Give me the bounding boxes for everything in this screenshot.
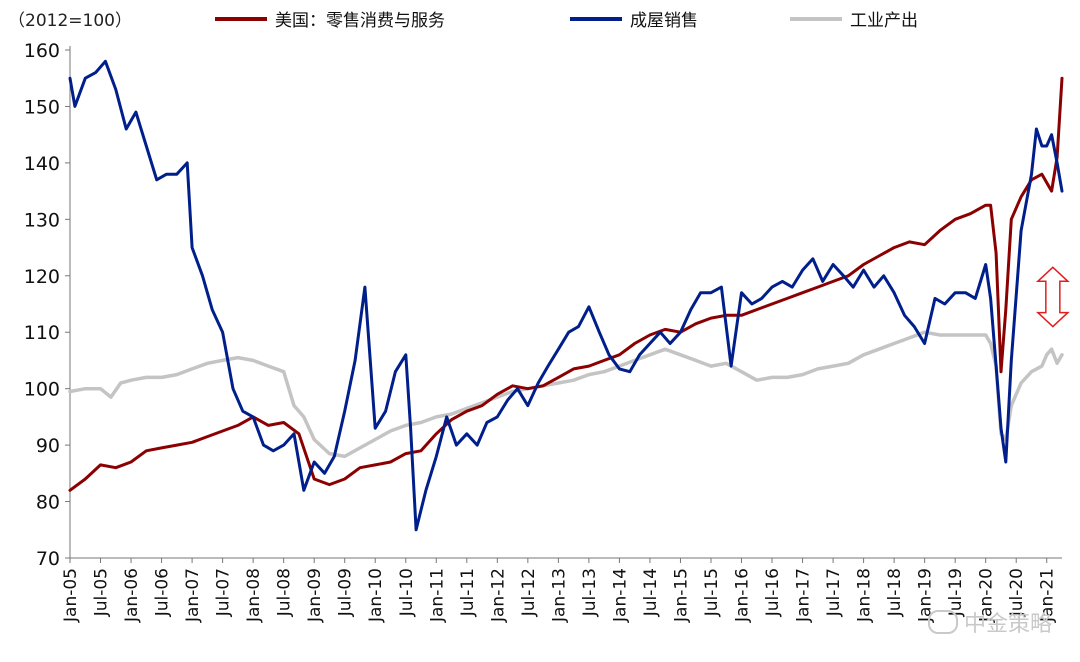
- x-tick-label: Jul-08: [275, 568, 295, 617]
- series-line-existing-home-sales: [68, 59, 1064, 532]
- x-tick-label: Jan-19: [916, 568, 936, 623]
- legend-item-retail: 美国：零售消费与服务: [215, 6, 445, 31]
- x-tick-label: Jan-16: [733, 568, 753, 623]
- legend-label-retail: 美国：零售消费与服务: [275, 11, 445, 31]
- legend-swatch-industrial-output: [790, 16, 842, 21]
- x-tick-label: Jan-08: [244, 568, 264, 623]
- x-tick-label: Jul-07: [214, 568, 234, 617]
- y-tick-label: 150: [24, 96, 60, 118]
- x-tick-label: Jul-18: [885, 568, 905, 617]
- y-tick-label: 70: [36, 548, 60, 570]
- x-tick-label: Jan-11: [427, 568, 447, 623]
- y-tick-label: 140: [24, 153, 60, 175]
- x-tick-label: Jul-11: [458, 568, 478, 617]
- y-tick-label: 80: [36, 492, 60, 514]
- legend-item-existing-home-sales: 成屋销售: [570, 6, 698, 31]
- x-tick-label: Jul-16: [763, 568, 783, 617]
- x-tick-label: Jan-18: [855, 568, 875, 623]
- x-tick-label: Jul-17: [824, 568, 844, 617]
- watermark-text: 中金策略: [963, 612, 1052, 637]
- x-tick-label: Jan-13: [549, 568, 569, 623]
- legend-swatch-existing-home-sales: [570, 16, 622, 21]
- series-line-retail: [68, 76, 1064, 492]
- x-tick-label: Jul-19: [946, 568, 966, 617]
- x-tick-label: Jul-12: [519, 568, 539, 617]
- x-tick-label: Jan-15: [671, 568, 691, 623]
- x-tick-label: Jul-15: [702, 568, 722, 617]
- x-tick-label: Jul-20: [1007, 568, 1027, 617]
- y-tick-label: 100: [24, 379, 60, 401]
- x-tick-label: Jul-06: [153, 568, 173, 617]
- y-tick-label: 130: [24, 209, 60, 231]
- x-tick-label: Jan-09: [305, 568, 325, 623]
- x-tick-label: Jan-05: [61, 568, 81, 623]
- x-tick-label: Jan-07: [183, 568, 203, 623]
- legend-label-existing-home-sales: 成屋销售: [630, 11, 698, 31]
- x-tick-label: Jul-09: [336, 568, 356, 617]
- x-tick-label: Jul-14: [641, 568, 661, 617]
- series-line-industrial-output: [68, 330, 1064, 459]
- y-tick-label: 160: [24, 40, 60, 62]
- x-tick-label: Jan-14: [610, 568, 630, 623]
- y-tick-label: 90: [36, 435, 60, 457]
- legend-swatch-retail: [215, 16, 267, 21]
- legend-label-industrial-output: 工业产出: [850, 11, 918, 31]
- x-tick-label: Jan-06: [122, 568, 142, 623]
- x-tick-label: Jan-12: [488, 568, 508, 623]
- x-tick-label: Jan-10: [366, 568, 386, 623]
- watermark: 中金策略: [927, 606, 1052, 638]
- wechat-icon: [927, 610, 958, 634]
- y-tick-label: 110: [24, 322, 60, 344]
- y-tick-label: 120: [24, 266, 60, 288]
- legend-item-industrial-output: 工业产出: [790, 6, 918, 31]
- double-arrow-annotation: [1035, 266, 1070, 328]
- unit-note: （2012=100）: [8, 11, 132, 31]
- x-tick-label: Jul-13: [580, 568, 600, 617]
- x-tick-label: Jul-10: [397, 568, 417, 617]
- x-tick-label: Jan-20: [977, 568, 997, 623]
- x-tick-label: Jul-05: [92, 568, 112, 617]
- x-tick-label: Jan-17: [794, 568, 814, 623]
- x-tick-label: Jan-21: [1038, 568, 1058, 623]
